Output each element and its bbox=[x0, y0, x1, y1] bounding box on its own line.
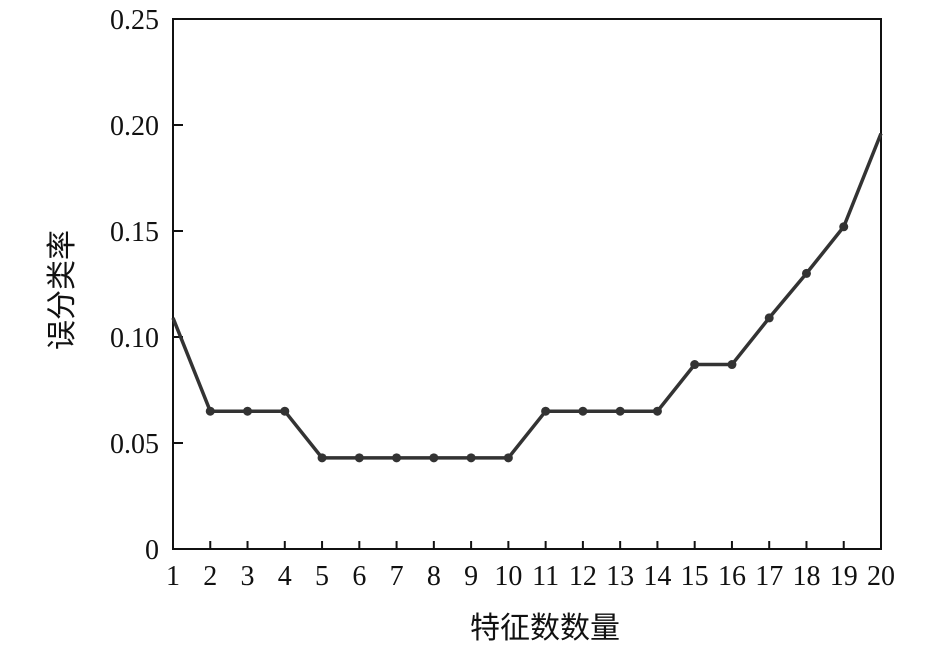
x-tick-label: 12 bbox=[569, 561, 597, 592]
data-point bbox=[317, 453, 327, 463]
data-point bbox=[541, 406, 551, 416]
y-tick-label: 0.20 bbox=[110, 111, 159, 142]
y-tick-label: 0.15 bbox=[110, 217, 159, 248]
data-point bbox=[690, 360, 700, 370]
data-point bbox=[354, 453, 364, 463]
y-tick-label: 0 bbox=[145, 535, 159, 566]
x-tick-label: 10 bbox=[494, 561, 522, 592]
x-tick-label: 8 bbox=[427, 561, 441, 592]
data-point bbox=[615, 406, 625, 416]
x-tick-label: 3 bbox=[241, 561, 255, 592]
series-line bbox=[171, 132, 883, 460]
x-tick-label: 18 bbox=[792, 561, 820, 592]
y-tick-label: 0.05 bbox=[110, 429, 159, 460]
x-tick-label: 4 bbox=[278, 561, 292, 592]
data-point bbox=[764, 313, 774, 323]
data-point bbox=[801, 268, 811, 278]
data-point bbox=[652, 406, 662, 416]
data-point bbox=[727, 360, 737, 370]
y-tick-label: 0.25 bbox=[110, 5, 159, 36]
x-tick-label: 1 bbox=[166, 561, 180, 592]
x-tick-label: 16 bbox=[718, 561, 746, 592]
data-point bbox=[578, 406, 588, 416]
x-tick-label: 2 bbox=[203, 561, 217, 592]
x-tick-label: 20 bbox=[867, 561, 895, 592]
x-tick-label: 9 bbox=[464, 561, 478, 592]
data-point bbox=[503, 453, 513, 463]
x-tick-label: 13 bbox=[606, 561, 634, 592]
data-point bbox=[429, 453, 439, 463]
y-axis-label: 误分类率 bbox=[46, 230, 79, 350]
x-axis-label: 特征数数量 bbox=[470, 612, 620, 645]
x-tick-label: 17 bbox=[755, 561, 783, 592]
x-tick-label: 15 bbox=[681, 561, 709, 592]
x-tick-label: 6 bbox=[352, 561, 366, 592]
x-tick-label: 5 bbox=[315, 561, 329, 592]
data-point bbox=[466, 453, 476, 463]
x-tick-label: 7 bbox=[390, 561, 404, 592]
data-point bbox=[280, 406, 290, 416]
x-tick-label: 14 bbox=[643, 561, 671, 592]
data-point bbox=[392, 453, 402, 463]
x-tick-label: 11 bbox=[532, 561, 559, 592]
y-tick-label: 0.10 bbox=[110, 323, 159, 354]
data-point bbox=[205, 406, 215, 416]
x-tick-label: 19 bbox=[830, 561, 858, 592]
data-point bbox=[839, 222, 849, 232]
plot-frame bbox=[172, 18, 882, 550]
data-point bbox=[243, 406, 253, 416]
